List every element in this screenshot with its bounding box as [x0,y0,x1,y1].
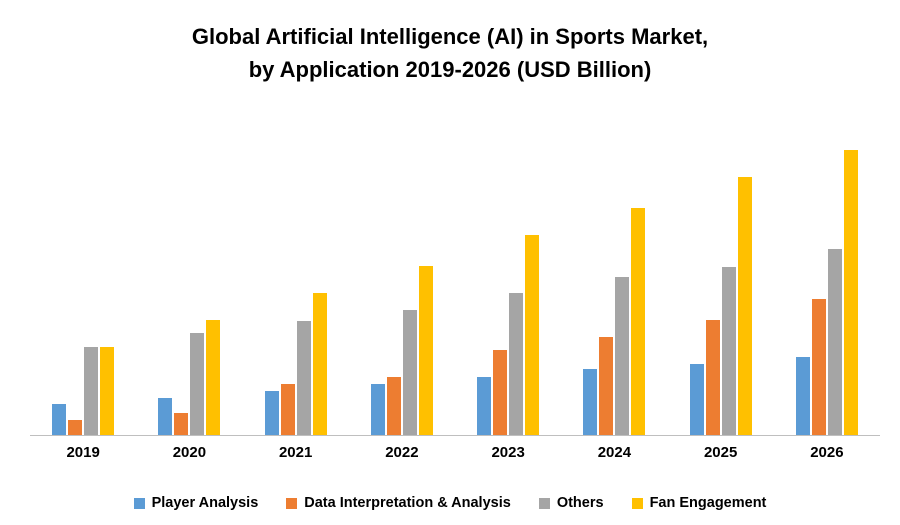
legend: Player Analysis Data Interpretation & Ana… [0,495,900,511]
bar [68,420,83,435]
bar-group [774,130,880,435]
bar [631,208,646,435]
legend-item: Fan Engagement [631,495,767,511]
bar [493,350,508,435]
bar [615,277,630,435]
bar-group [243,130,349,435]
bar [583,369,598,435]
bar-group [561,130,667,435]
bar [174,413,189,435]
bar [525,235,540,435]
x-axis-label: 2019 [66,444,100,461]
bar [84,347,99,435]
bar [52,404,67,435]
bar [477,377,492,435]
bar [158,398,173,435]
x-axis-label: 2024 [597,444,632,461]
x-axis-labels: 2019 2020 2021 2022 2023 2024 2025 2026 [30,444,880,461]
legend-label: Data Interpretation & Analysis [304,495,511,511]
chart-title-line2: by Application 2019-2026 (USD Billion) [248,57,652,82]
bar [370,384,385,435]
x-axis-label: 2023 [491,444,525,461]
legend-label: Player Analysis [151,495,259,511]
legend-label: Fan Engagement [649,495,767,511]
bar [721,267,736,435]
bar [795,357,810,435]
legend-label: Others [556,495,604,511]
bar [509,293,524,435]
bar [296,321,311,435]
bar-group [349,130,455,435]
bar [312,293,327,435]
bar [843,150,858,435]
bar-group [668,130,774,435]
x-axis-line [30,435,880,436]
bar [811,299,826,435]
bar-group [136,130,242,435]
legend-item: Player Analysis [133,495,259,511]
bar-group [455,130,561,435]
x-axis-label: 2025 [703,444,738,461]
bar [705,320,720,435]
x-axis-label: 2021 [278,444,313,461]
bar-group [30,130,136,435]
bar [418,266,433,435]
legend-swatch [631,497,643,509]
chart-title: Global Artificial Intelligence (AI) in S… [0,20,900,86]
bar [402,310,417,435]
bar [827,249,842,435]
legend-item: Others [538,495,604,511]
legend-item: Data Interpretation & Analysis [286,495,511,511]
legend-swatch [538,497,550,509]
bar-groups [30,130,880,435]
bar [100,347,115,435]
bar [190,333,205,435]
chart-title-line1: Global Artificial Intelligence (AI) in S… [191,24,709,49]
bar [737,177,752,435]
x-axis-label: 2020 [172,444,207,461]
legend-swatch [133,497,145,509]
legend-swatch [286,497,298,509]
bar [599,337,614,435]
bar [386,377,401,435]
plot-area [30,130,880,436]
bar [689,364,704,435]
x-axis-label: 2026 [810,444,844,461]
x-axis-label: 2022 [385,444,419,461]
bar [264,391,279,435]
bar [206,320,221,435]
bar [280,384,295,435]
